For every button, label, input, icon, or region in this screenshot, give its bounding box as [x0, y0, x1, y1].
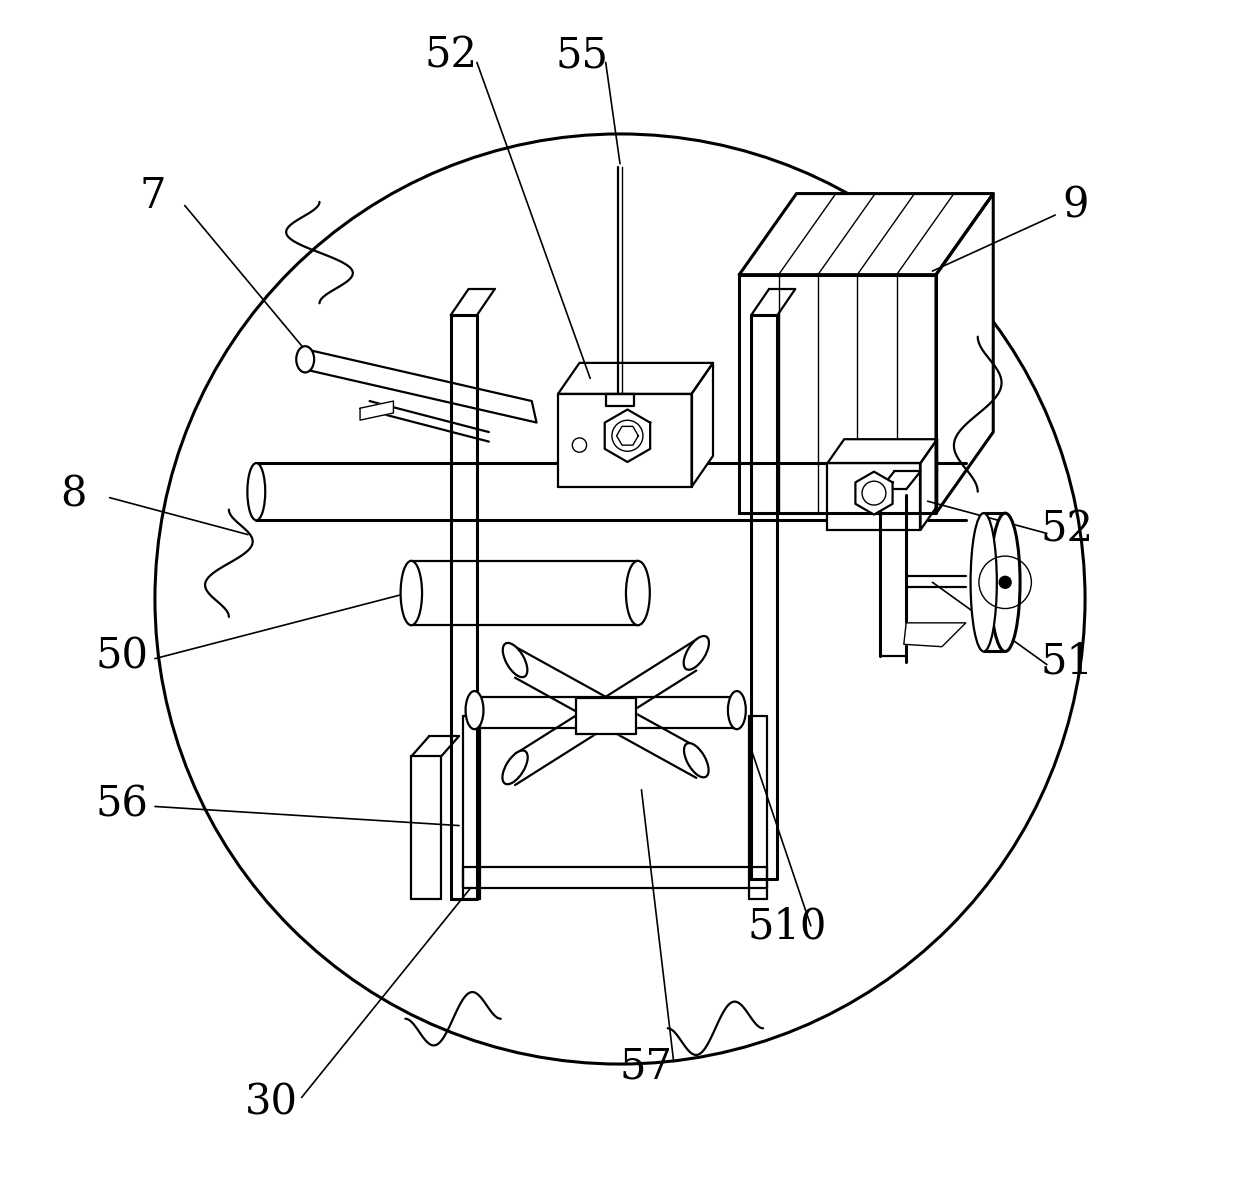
Polygon shape	[558, 394, 692, 486]
Text: 52: 52	[424, 35, 477, 77]
Polygon shape	[575, 698, 636, 733]
Polygon shape	[450, 315, 477, 900]
Text: 56: 56	[95, 783, 148, 825]
Ellipse shape	[971, 513, 997, 652]
Text: 9: 9	[1063, 184, 1089, 226]
Circle shape	[999, 576, 1011, 588]
Text: 55: 55	[556, 35, 609, 77]
Polygon shape	[605, 394, 635, 406]
Polygon shape	[605, 410, 650, 462]
Ellipse shape	[296, 346, 314, 373]
Ellipse shape	[247, 464, 265, 520]
Text: 8: 8	[61, 473, 87, 515]
Polygon shape	[360, 401, 393, 420]
Ellipse shape	[991, 513, 1021, 652]
Polygon shape	[827, 440, 937, 464]
Polygon shape	[739, 274, 936, 513]
Ellipse shape	[502, 643, 527, 677]
Ellipse shape	[502, 750, 528, 785]
Polygon shape	[856, 472, 893, 515]
Ellipse shape	[684, 743, 708, 778]
Polygon shape	[904, 623, 966, 647]
Ellipse shape	[401, 561, 422, 625]
Polygon shape	[692, 363, 713, 486]
Ellipse shape	[626, 561, 650, 625]
Polygon shape	[936, 194, 993, 513]
Ellipse shape	[683, 636, 709, 670]
Ellipse shape	[728, 691, 745, 730]
Text: 30: 30	[246, 1082, 299, 1124]
Polygon shape	[827, 464, 920, 530]
Text: 50: 50	[95, 635, 148, 677]
Text: 51: 51	[1040, 640, 1094, 682]
Text: 57: 57	[620, 1046, 673, 1088]
Text: 510: 510	[748, 906, 827, 948]
Polygon shape	[751, 315, 777, 879]
Polygon shape	[303, 349, 537, 423]
Polygon shape	[558, 363, 713, 394]
Polygon shape	[739, 194, 993, 274]
Ellipse shape	[465, 691, 484, 730]
Polygon shape	[920, 440, 937, 530]
Text: 7: 7	[139, 175, 166, 217]
Text: 52: 52	[1040, 509, 1094, 551]
